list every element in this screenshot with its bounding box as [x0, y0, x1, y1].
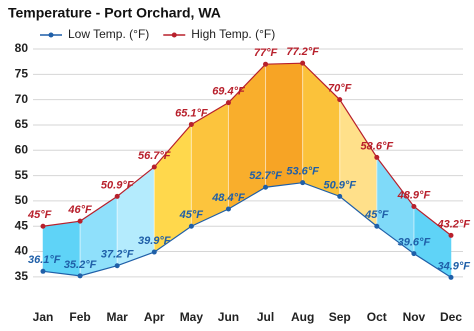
temperature-band: [154, 123, 192, 253]
x-tick-label: Dec: [440, 310, 462, 324]
data-point: [151, 249, 157, 255]
data-point: [374, 154, 380, 160]
data-point: [337, 193, 343, 199]
value-label: 58.6°F: [361, 140, 394, 152]
chart-title: Temperature - Port Orchard, WA: [8, 5, 221, 21]
data-point: [300, 180, 306, 186]
x-tick-label: Jun: [218, 310, 239, 324]
x-tick-label: Sep: [329, 310, 351, 324]
data-point: [114, 193, 120, 199]
value-label: 50.9°F: [101, 179, 134, 191]
y-tick-label: 60: [15, 142, 29, 156]
value-label: 53.6°F: [286, 166, 319, 178]
value-label: 77°F: [254, 47, 278, 59]
data-point: [263, 184, 269, 190]
x-tick-label: Feb: [69, 310, 90, 324]
y-tick-label: 35: [15, 269, 29, 283]
x-tick-label: Nov: [403, 310, 426, 324]
value-label: 39.9°F: [138, 235, 171, 247]
value-label: 48.9°F: [397, 189, 431, 201]
data-point: [77, 273, 83, 279]
data-point: [448, 274, 454, 280]
data-point: [77, 218, 83, 224]
data-point: [411, 251, 417, 257]
data-point: [40, 268, 46, 274]
y-tick-label: 55: [15, 168, 29, 182]
x-tick-label: May: [180, 310, 204, 324]
legend-label: Low Temp. (°F): [68, 27, 149, 41]
value-label: 45°F: [27, 209, 52, 221]
value-label: 45°F: [179, 209, 204, 221]
series-line: [42, 182, 452, 278]
data-point: [411, 203, 417, 209]
value-label: 70°F: [328, 83, 352, 95]
value-label: 34.9°F: [437, 260, 470, 272]
value-label: 37.2°F: [101, 249, 134, 261]
data-point: [337, 97, 343, 103]
value-label: 45°F: [364, 209, 389, 221]
value-label: 69.4°F: [212, 86, 245, 98]
value-label: 77.2°F: [286, 46, 319, 58]
legend-marker: [171, 32, 177, 38]
y-tick-label: 65: [15, 117, 29, 131]
y-tick-label: 80: [15, 41, 29, 55]
x-tick-label: Mar: [107, 310, 129, 324]
temperature-band: [339, 98, 378, 227]
x-tick-label: Jul: [257, 310, 274, 324]
data-point: [448, 232, 454, 238]
data-point: [40, 223, 46, 229]
x-tick-label: Aug: [291, 310, 314, 324]
y-tick-label: 75: [15, 66, 29, 80]
value-label: 52.7°F: [249, 170, 282, 182]
y-tick-label: 40: [15, 244, 29, 258]
value-label: 43.2°F: [436, 218, 470, 230]
value-label: 35.2°F: [64, 259, 97, 271]
data-point: [225, 206, 231, 212]
data-point: [300, 60, 306, 66]
data-point: [188, 223, 194, 229]
data-point: [225, 100, 231, 106]
value-label: 56.7°F: [138, 150, 171, 162]
data-point: [374, 223, 380, 229]
value-label: 48.4°F: [211, 192, 245, 204]
value-label: 65.1°F: [175, 107, 208, 119]
y-tick-label: 50: [15, 193, 29, 207]
x-tick-label: Apr: [144, 310, 165, 324]
legend-label: High Temp. (°F): [191, 27, 275, 41]
data-point: [151, 164, 157, 170]
y-tick-label: 45: [15, 218, 29, 232]
value-label: 46°F: [67, 204, 92, 216]
value-label: 36.1°F: [28, 254, 61, 266]
data-point: [114, 263, 120, 269]
data-point: [188, 121, 194, 127]
value-label: 39.6°F: [398, 236, 431, 248]
series-line: [42, 62, 452, 236]
legend-marker: [48, 32, 54, 38]
data-point: [263, 61, 269, 67]
x-tick-label: Oct: [367, 310, 387, 324]
y-tick-label: 70: [15, 92, 29, 106]
x-tick-label: Jan: [33, 310, 54, 324]
value-label: 50.9°F: [323, 179, 356, 191]
